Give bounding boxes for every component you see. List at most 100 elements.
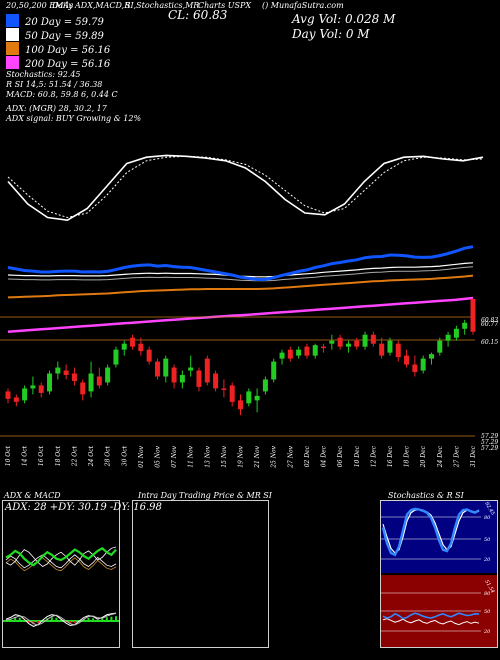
date-label: 16 Oct — [38, 445, 45, 466]
candle — [345, 340, 351, 353]
candle-body — [345, 343, 351, 347]
candle-body — [453, 328, 459, 338]
candle-body — [55, 367, 61, 374]
candle-body — [354, 340, 360, 347]
candle — [88, 361, 94, 398]
candle-body — [387, 340, 393, 353]
macd-signal-line — [5, 612, 117, 626]
candle-body — [428, 354, 434, 359]
adx-readout: ADX: (MGR) 28, 30.2, 17 — [6, 104, 107, 113]
legend-ema50-label: 50 Day = 59.89 — [25, 31, 104, 42]
candle-body — [287, 349, 293, 359]
legend-ema100-swatch — [6, 42, 19, 55]
candle-body — [130, 337, 136, 347]
candle — [470, 298, 476, 335]
legend-ema20: 20 Day = 59.79 — [6, 14, 104, 28]
date-label: 04 Dec — [321, 445, 328, 467]
date-label: 20 Dec — [420, 445, 427, 468]
candle — [262, 376, 268, 395]
date-label: 12 Dec — [370, 445, 377, 467]
price-axis-label: 57.29 — [481, 439, 498, 446]
candle — [379, 337, 385, 359]
candle-body — [296, 349, 302, 356]
candle — [13, 394, 19, 407]
candle — [321, 343, 327, 353]
candle-body — [254, 395, 260, 401]
candle — [271, 358, 277, 383]
candle-body — [196, 370, 202, 387]
candle-body — [370, 334, 376, 344]
candle-body — [412, 364, 418, 373]
date-label: 13 Nov — [204, 445, 211, 467]
price-axis-label: 60.83 — [481, 317, 498, 324]
plus-di-line — [5, 546, 117, 567]
candle-body — [113, 349, 119, 365]
stoch-scale-label: 50 — [484, 537, 491, 543]
candle — [296, 346, 302, 359]
candle — [354, 337, 360, 350]
candle — [146, 346, 152, 365]
date-label: 10 Oct — [5, 445, 12, 466]
adx-signal: ADX signal: BUY Growing & 12% — [6, 114, 142, 123]
date-label: 31 Dec — [470, 445, 477, 467]
candle-body — [379, 343, 385, 356]
avg-volume: Avg Vol: 0.028 M — [292, 12, 396, 26]
candle-body — [96, 376, 102, 386]
candle — [63, 364, 69, 380]
candle-body — [22, 388, 28, 401]
header-stoch-label: SI,Stochastics,MR — [125, 1, 200, 10]
rsi-scale-label: 50 — [484, 609, 491, 615]
ema100-line — [7, 274, 474, 299]
date-label: 14 Oct — [22, 445, 29, 466]
candle — [196, 367, 202, 392]
price-axis-label: 60.15 — [481, 339, 498, 346]
candle-body — [213, 373, 219, 389]
date-label: 30 Oct — [121, 445, 128, 466]
candle — [30, 376, 36, 395]
candle-body — [279, 352, 285, 359]
candle-body — [30, 385, 36, 389]
candle — [130, 334, 136, 350]
macd-line — [5, 612, 117, 627]
candle-body — [337, 337, 343, 347]
candle-body — [329, 340, 335, 344]
candle-body — [395, 343, 401, 358]
candle-body — [312, 345, 318, 356]
candle-body — [462, 322, 468, 329]
rsi-readout: R SI 14,5: 51.54 / 36.38 — [6, 80, 103, 89]
date-label: 01 Nov — [138, 445, 145, 467]
candle — [420, 355, 426, 374]
date-label: 16 Dec — [387, 445, 394, 467]
candle — [171, 364, 177, 389]
adx-macd-plot — [3, 546, 119, 627]
candle-body — [404, 355, 410, 365]
adx-line — [5, 546, 117, 567]
legend-ema200: 200 Day = 56.16 — [6, 56, 110, 70]
candle — [246, 388, 252, 407]
candle — [213, 370, 219, 392]
stoch-panel-title: Stochastics & R SI — [388, 491, 464, 500]
candle-body — [154, 361, 160, 377]
candle-body — [271, 361, 277, 380]
candle — [38, 382, 44, 398]
candle — [121, 340, 127, 356]
candle-body — [38, 385, 44, 393]
candle — [47, 370, 53, 395]
candle-body — [246, 391, 252, 404]
candle — [188, 355, 194, 377]
candle-body — [88, 373, 94, 392]
date-label: 07 Nov — [171, 445, 178, 467]
candle — [105, 364, 111, 386]
candle — [287, 346, 293, 362]
intraday-panel-title: Intra Day Trading Price & MR SI — [138, 491, 272, 500]
candle-body — [163, 358, 169, 377]
candle — [80, 379, 86, 401]
header-site: () MunafaSutra.com — [262, 1, 344, 10]
date-label: 27 Nov — [287, 445, 294, 468]
candle — [221, 379, 227, 398]
candle — [462, 319, 468, 335]
date-label: 18 Oct — [55, 445, 62, 466]
day-volume: Day Vol: 0 M — [292, 27, 370, 41]
candle — [453, 325, 459, 341]
